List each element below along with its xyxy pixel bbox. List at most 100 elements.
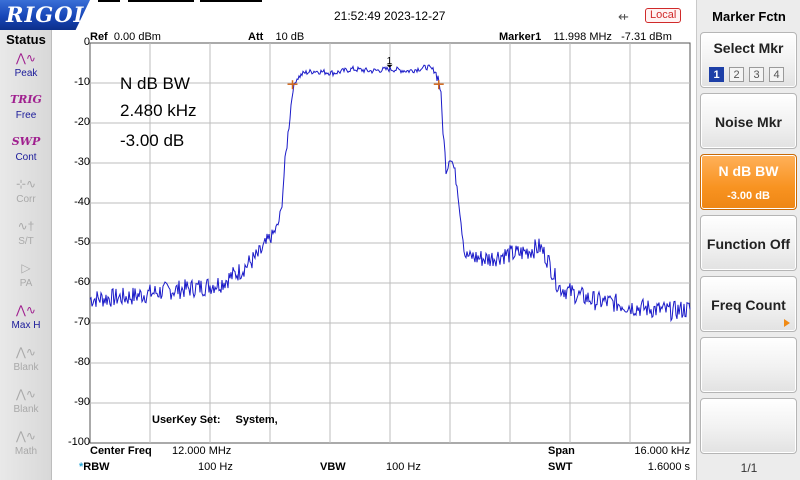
status-item-s/t[interactable]: ∿† S/T: [8, 216, 44, 254]
userkey-value: System,: [235, 414, 278, 426]
marker-number-1[interactable]: 1: [709, 67, 724, 82]
freq-count-button[interactable]: Freq Count: [700, 276, 797, 332]
marker-amp: -7.31 dBm: [621, 31, 672, 43]
span[interactable]: Span: [548, 445, 575, 457]
marker-number-4[interactable]: 4: [769, 67, 784, 82]
marker-number-2[interactable]: 2: [729, 67, 744, 82]
center-freq-value: 12.000 MHz: [172, 445, 232, 457]
userkey-label: UserKey Set:: [152, 414, 221, 426]
trace-group: 1: [89, 56, 691, 323]
plot-grid: [89, 42, 691, 444]
rbw-value: 100 Hz: [198, 461, 233, 473]
top-divider: [98, 0, 120, 2]
function-off-label: Function Off: [706, 236, 791, 252]
logo-text: RIGOL: [6, 2, 90, 27]
swt-label: SWT: [548, 461, 573, 473]
math-icon: ⋀∿: [16, 429, 36, 443]
status-item-label: PA: [19, 278, 33, 289]
ref-value: 0.00 dBm: [113, 31, 161, 43]
status-item-label: Free: [15, 110, 37, 121]
y-tick-label: 0: [83, 36, 90, 48]
status-item-label: Max H: [11, 320, 41, 331]
center-freq-label: Center Freq: [90, 445, 152, 457]
y-tick-label: -30: [74, 156, 90, 168]
status-panel: Status ⋀∿ Peak TRIG Free SWP Cont ⊹∿ Corr ∿† S/T ▷…: [0, 30, 52, 480]
vbw-value: 100 Hz: [386, 461, 421, 473]
swp-icon: SWP: [11, 135, 41, 148]
st-icon: ∿†: [17, 219, 35, 233]
ref-label: Ref: [90, 31, 108, 43]
select-marker-label: Select Mkr: [713, 40, 784, 56]
rbw-label: RBW: [83, 461, 110, 473]
usb-icon: ⇷: [618, 9, 629, 24]
menu-title: Marker Fctn: [712, 9, 786, 24]
top-bar: RIGOL 21:52:49 2023-12-27 ⇷ Local: [0, 0, 696, 32]
center-freq[interactable]: Center Freq: [90, 445, 152, 457]
status-item-math[interactable]: ⋀∿ Math: [8, 426, 44, 464]
datetime: 21:52:49 2023-12-27: [334, 9, 446, 23]
ndb-left-marker: [287, 80, 298, 90]
pa-icon: ▷: [21, 261, 31, 275]
status-title: Status: [6, 32, 46, 47]
empty-softkey-2[interactable]: [700, 398, 797, 454]
peak-icon: ⋀∿: [16, 51, 36, 65]
status-item-label: S/T: [18, 236, 34, 247]
swt[interactable]: SWT: [548, 461, 572, 473]
top-divider: [200, 0, 262, 2]
span-value: 16.000 kHz: [634, 445, 690, 457]
blank2-icon: ⋀∿: [16, 387, 36, 401]
status-item-blank[interactable]: ⋀∿ Blank: [8, 342, 44, 380]
y-tick-label: -40: [74, 196, 90, 208]
status-item-max-h[interactable]: ⋀∿ Max H: [8, 300, 44, 338]
y-tick-label: -10: [74, 76, 90, 88]
local-badge[interactable]: Local: [645, 8, 682, 23]
status-item-corr[interactable]: ⊹∿ Corr: [8, 174, 44, 212]
ndb-bw-button[interactable]: N dB BW -3.00 dB: [700, 154, 797, 210]
corr-icon: ⊹∿: [15, 177, 37, 191]
att-value: 10 dB: [275, 31, 305, 43]
trig-icon: TRIG: [10, 93, 42, 106]
ndb-bw-setting: -3.00 dB: [727, 190, 770, 202]
status-item-label: Corr: [16, 194, 36, 205]
status-item-label: Blank: [13, 362, 39, 373]
y-tick-label: -100: [67, 436, 90, 448]
userkey-set: UserKey Set: System,: [152, 414, 278, 426]
marker-readout: Marker1 11.998 MHz -7.31 dBm: [499, 31, 672, 43]
status-item-pa[interactable]: ▷ PA: [8, 258, 44, 296]
function-off-button[interactable]: Function Off: [700, 215, 797, 271]
span-label: Span: [548, 445, 575, 457]
vbw[interactable]: VBW: [320, 461, 346, 473]
noise-marker-button[interactable]: Noise Mkr: [700, 93, 797, 149]
marker-number-3[interactable]: 3: [749, 67, 764, 82]
status-item-label: Math: [14, 446, 38, 457]
status-item-label: Blank: [13, 404, 39, 415]
rigol-logo: RIGOL: [0, 0, 90, 30]
noise-marker-label: Noise Mkr: [715, 114, 782, 130]
empty-softkey-1[interactable]: [700, 337, 797, 393]
marker-label: Marker1: [499, 31, 542, 43]
y-tick-label: -90: [74, 396, 90, 408]
ndb-right-marker: [433, 80, 444, 90]
status-item-blank[interactable]: ⋀∿ Blank: [8, 384, 44, 422]
status-item-label: Peak: [14, 68, 38, 79]
marker-freq: 11.998 MHz: [553, 31, 612, 43]
top-divider: [128, 0, 194, 2]
marker-1-pointer: [386, 64, 393, 68]
att-label: Att: [248, 31, 264, 43]
blank1-icon: ⋀∿: [16, 345, 36, 359]
attenuation[interactable]: Att 10 dB: [248, 31, 304, 43]
y-tick-label: -80: [74, 356, 90, 368]
ndb-level: -3.00 dB: [120, 131, 185, 150]
status-item-peak[interactable]: ⋀∿ Peak: [8, 48, 44, 86]
ref-level[interactable]: Ref 0.00 dBm: [90, 31, 161, 43]
rbw-star: *: [79, 461, 84, 473]
rbw[interactable]: *RBW: [79, 461, 110, 473]
marker-1-label: 1: [387, 56, 393, 67]
swt-value: 1.6000 s: [647, 461, 690, 473]
status-item-cont[interactable]: SWP Cont: [8, 132, 44, 170]
maxhold-icon: ⋀∿: [16, 303, 36, 317]
status-item-free[interactable]: TRIG Free: [8, 90, 44, 128]
y-tick-label: -20: [74, 116, 90, 128]
